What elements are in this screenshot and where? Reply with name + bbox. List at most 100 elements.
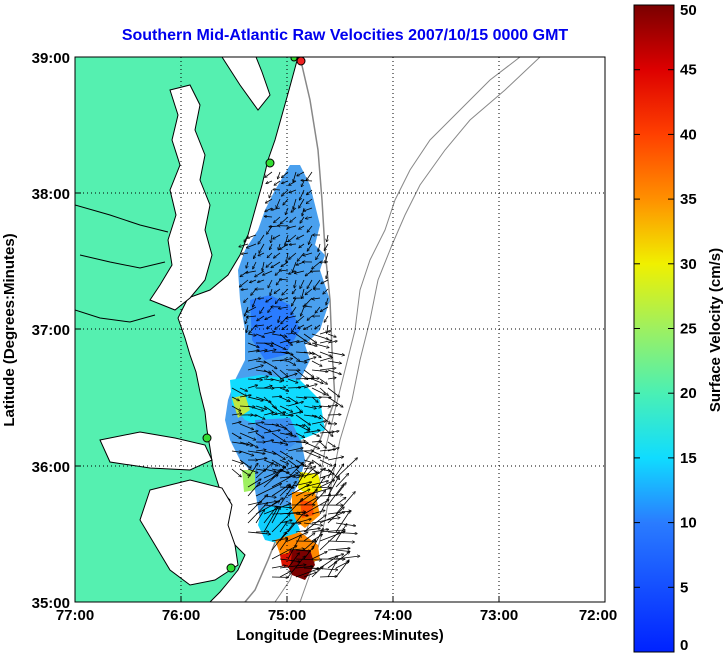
velocity-arrow — [285, 207, 289, 215]
velocity-arrow — [307, 279, 313, 288]
velocity-arrow — [279, 340, 290, 344]
velocity-arrow — [327, 507, 344, 524]
velocity-arrow — [255, 270, 265, 277]
velocity-arrow — [305, 297, 313, 306]
velocity-arrow — [311, 421, 326, 425]
velocity-arrow — [319, 423, 333, 436]
velocity-arrow — [280, 297, 289, 300]
velocity-arrow — [303, 450, 320, 458]
velocity-arrow — [299, 225, 305, 229]
velocity-arrow — [311, 529, 329, 533]
velocity-arrow — [319, 406, 331, 407]
velocity-arrow — [295, 559, 322, 560]
velocity-arrow — [265, 315, 273, 320]
velocity-arrow — [290, 216, 297, 222]
velocity-arrow — [244, 297, 249, 302]
velocity-arrow — [246, 306, 257, 312]
velocity-arrow — [303, 533, 315, 542]
velocity-arrow — [279, 369, 288, 377]
velocity-arrow — [274, 216, 281, 223]
velocity-arrow — [320, 306, 329, 312]
velocity-arrow — [319, 530, 345, 533]
radar-site-marker — [290, 57, 298, 62]
velocity-arrow — [303, 357, 316, 362]
velocity-arrow — [295, 333, 311, 344]
velocity-arrow — [257, 315, 265, 321]
x-tick-label: 72:00 — [579, 607, 617, 624]
velocity-arrow — [279, 512, 306, 515]
velocity-arrow — [326, 297, 329, 305]
velocity-arrow — [271, 514, 290, 533]
velocity-arrow — [247, 531, 270, 534]
velocity-arrow — [311, 450, 328, 458]
velocity-arrow — [240, 279, 249, 287]
velocity-arrow — [255, 405, 267, 409]
velocity-arrow — [294, 270, 305, 273]
velocity-arrow — [239, 387, 247, 391]
radar-site-marker — [265, 158, 275, 168]
velocity-arrow — [303, 405, 316, 409]
velocity-arrow — [335, 483, 346, 497]
velocity-arrow — [258, 234, 265, 244]
land-mainland — [75, 57, 299, 602]
velocity-arrow — [231, 422, 241, 425]
velocity-arrow — [231, 451, 241, 452]
velocity-arrow — [295, 369, 308, 379]
velocity-arrow — [271, 532, 286, 551]
chart-title: Southern Mid-Atlantic Raw Velocities 200… — [122, 27, 569, 44]
velocity-arrow — [335, 560, 349, 578]
velocity-arrow — [231, 414, 242, 416]
velocity-arrows — [231, 171, 360, 578]
velocity-arrow — [321, 279, 329, 284]
velocity-arrow — [295, 468, 303, 476]
x-tick-label: 74:00 — [374, 607, 412, 624]
velocity-arrow — [303, 384, 317, 389]
velocity-arrow — [271, 342, 286, 349]
velocity-arrow — [246, 243, 257, 248]
y-axis-label: Latitude (Degrees:Minutes) — [1, 233, 18, 426]
velocity-arrow — [263, 440, 274, 443]
velocity-arrow — [279, 415, 293, 416]
velocity-arrow — [279, 486, 290, 497]
velocity-arrow — [279, 565, 306, 569]
velocity-arrow — [279, 423, 292, 434]
velocity-arrow — [263, 360, 277, 369]
velocity-arrow — [297, 171, 305, 176]
velocity-arrow — [231, 396, 239, 401]
velocity-arrow — [274, 180, 281, 185]
velocity-arrow — [271, 369, 284, 381]
velocity-arrow — [247, 365, 263, 371]
velocity-arrow — [307, 189, 313, 195]
velocity-arrow — [291, 207, 297, 212]
velocity-arrow — [287, 448, 303, 452]
velocity-arrow — [247, 342, 259, 347]
velocity-arrow — [263, 430, 280, 434]
velocity-arrow — [273, 234, 281, 239]
velocity-arrow — [287, 482, 312, 488]
velocity-arrow — [298, 324, 305, 329]
velocity-arrow — [247, 385, 257, 389]
velocity-arrow — [303, 207, 313, 211]
velocity-arrow — [287, 553, 299, 569]
velocity-arrow — [295, 528, 320, 533]
velocity-arrow — [271, 566, 286, 569]
velocity-arrow — [287, 556, 305, 578]
velocity-arrow — [294, 279, 296, 288]
velocity-arrow — [278, 171, 281, 179]
x-tick-label: 76:00 — [162, 607, 200, 624]
velocity-arrow — [263, 386, 272, 389]
velocity-arrow — [303, 459, 313, 463]
velocity-arrow — [291, 306, 297, 314]
velocity-arrow — [327, 548, 350, 551]
velocity-arrow — [263, 369, 272, 375]
velocity-arrow — [319, 331, 331, 335]
velocity-arrow — [325, 252, 329, 263]
velocity-arrow — [319, 414, 330, 423]
velocity-arrow — [301, 306, 305, 316]
velocity-arrow — [267, 252, 273, 258]
velocity-arrow — [311, 342, 329, 348]
velocity-arrow — [287, 360, 296, 365]
velocity-arrow — [287, 412, 302, 416]
velocity-arrow — [280, 243, 289, 250]
